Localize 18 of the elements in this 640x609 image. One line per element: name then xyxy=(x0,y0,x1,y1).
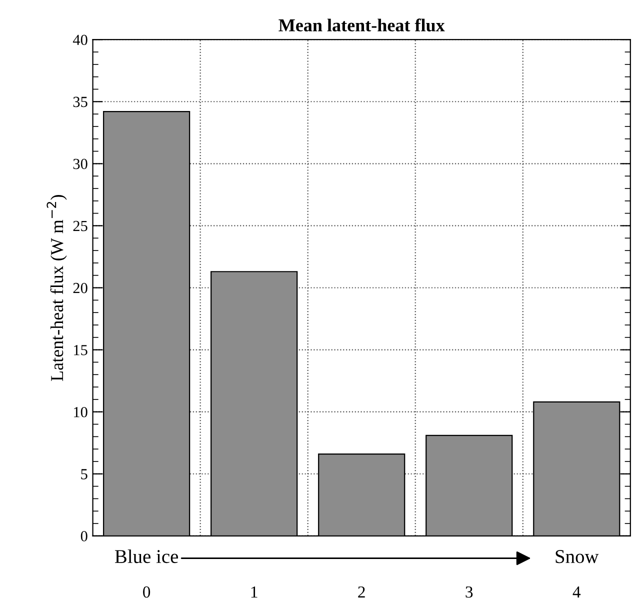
x-tick-label: 0 xyxy=(143,586,150,598)
y-tick-label: 20 xyxy=(73,282,88,294)
y-tick-label: 5 xyxy=(81,469,88,480)
x-tick-label: 4 xyxy=(572,586,581,598)
y-axis-title: Latent-heat flux (W m$^{−2}$) xyxy=(46,195,67,381)
y-tick-label: 10 xyxy=(74,406,88,418)
text: Snow xyxy=(556,550,599,564)
y-tick-label: 25 xyxy=(73,220,88,232)
x-tick-label: 3 xyxy=(466,586,473,598)
x-tick-label: 1 xyxy=(251,586,258,598)
text: Blue ice xyxy=(114,549,178,564)
y-tick-label: 35 xyxy=(73,96,88,108)
x-tick-label: 2 xyxy=(358,586,365,598)
y-tick-label: 40 xyxy=(72,34,88,46)
chart-title: Mean latent-heat flux xyxy=(278,18,445,32)
y-tick-label: 30 xyxy=(73,158,88,170)
y-tick-label: 0 xyxy=(80,531,88,542)
y-tick-label: 15 xyxy=(74,345,88,356)
